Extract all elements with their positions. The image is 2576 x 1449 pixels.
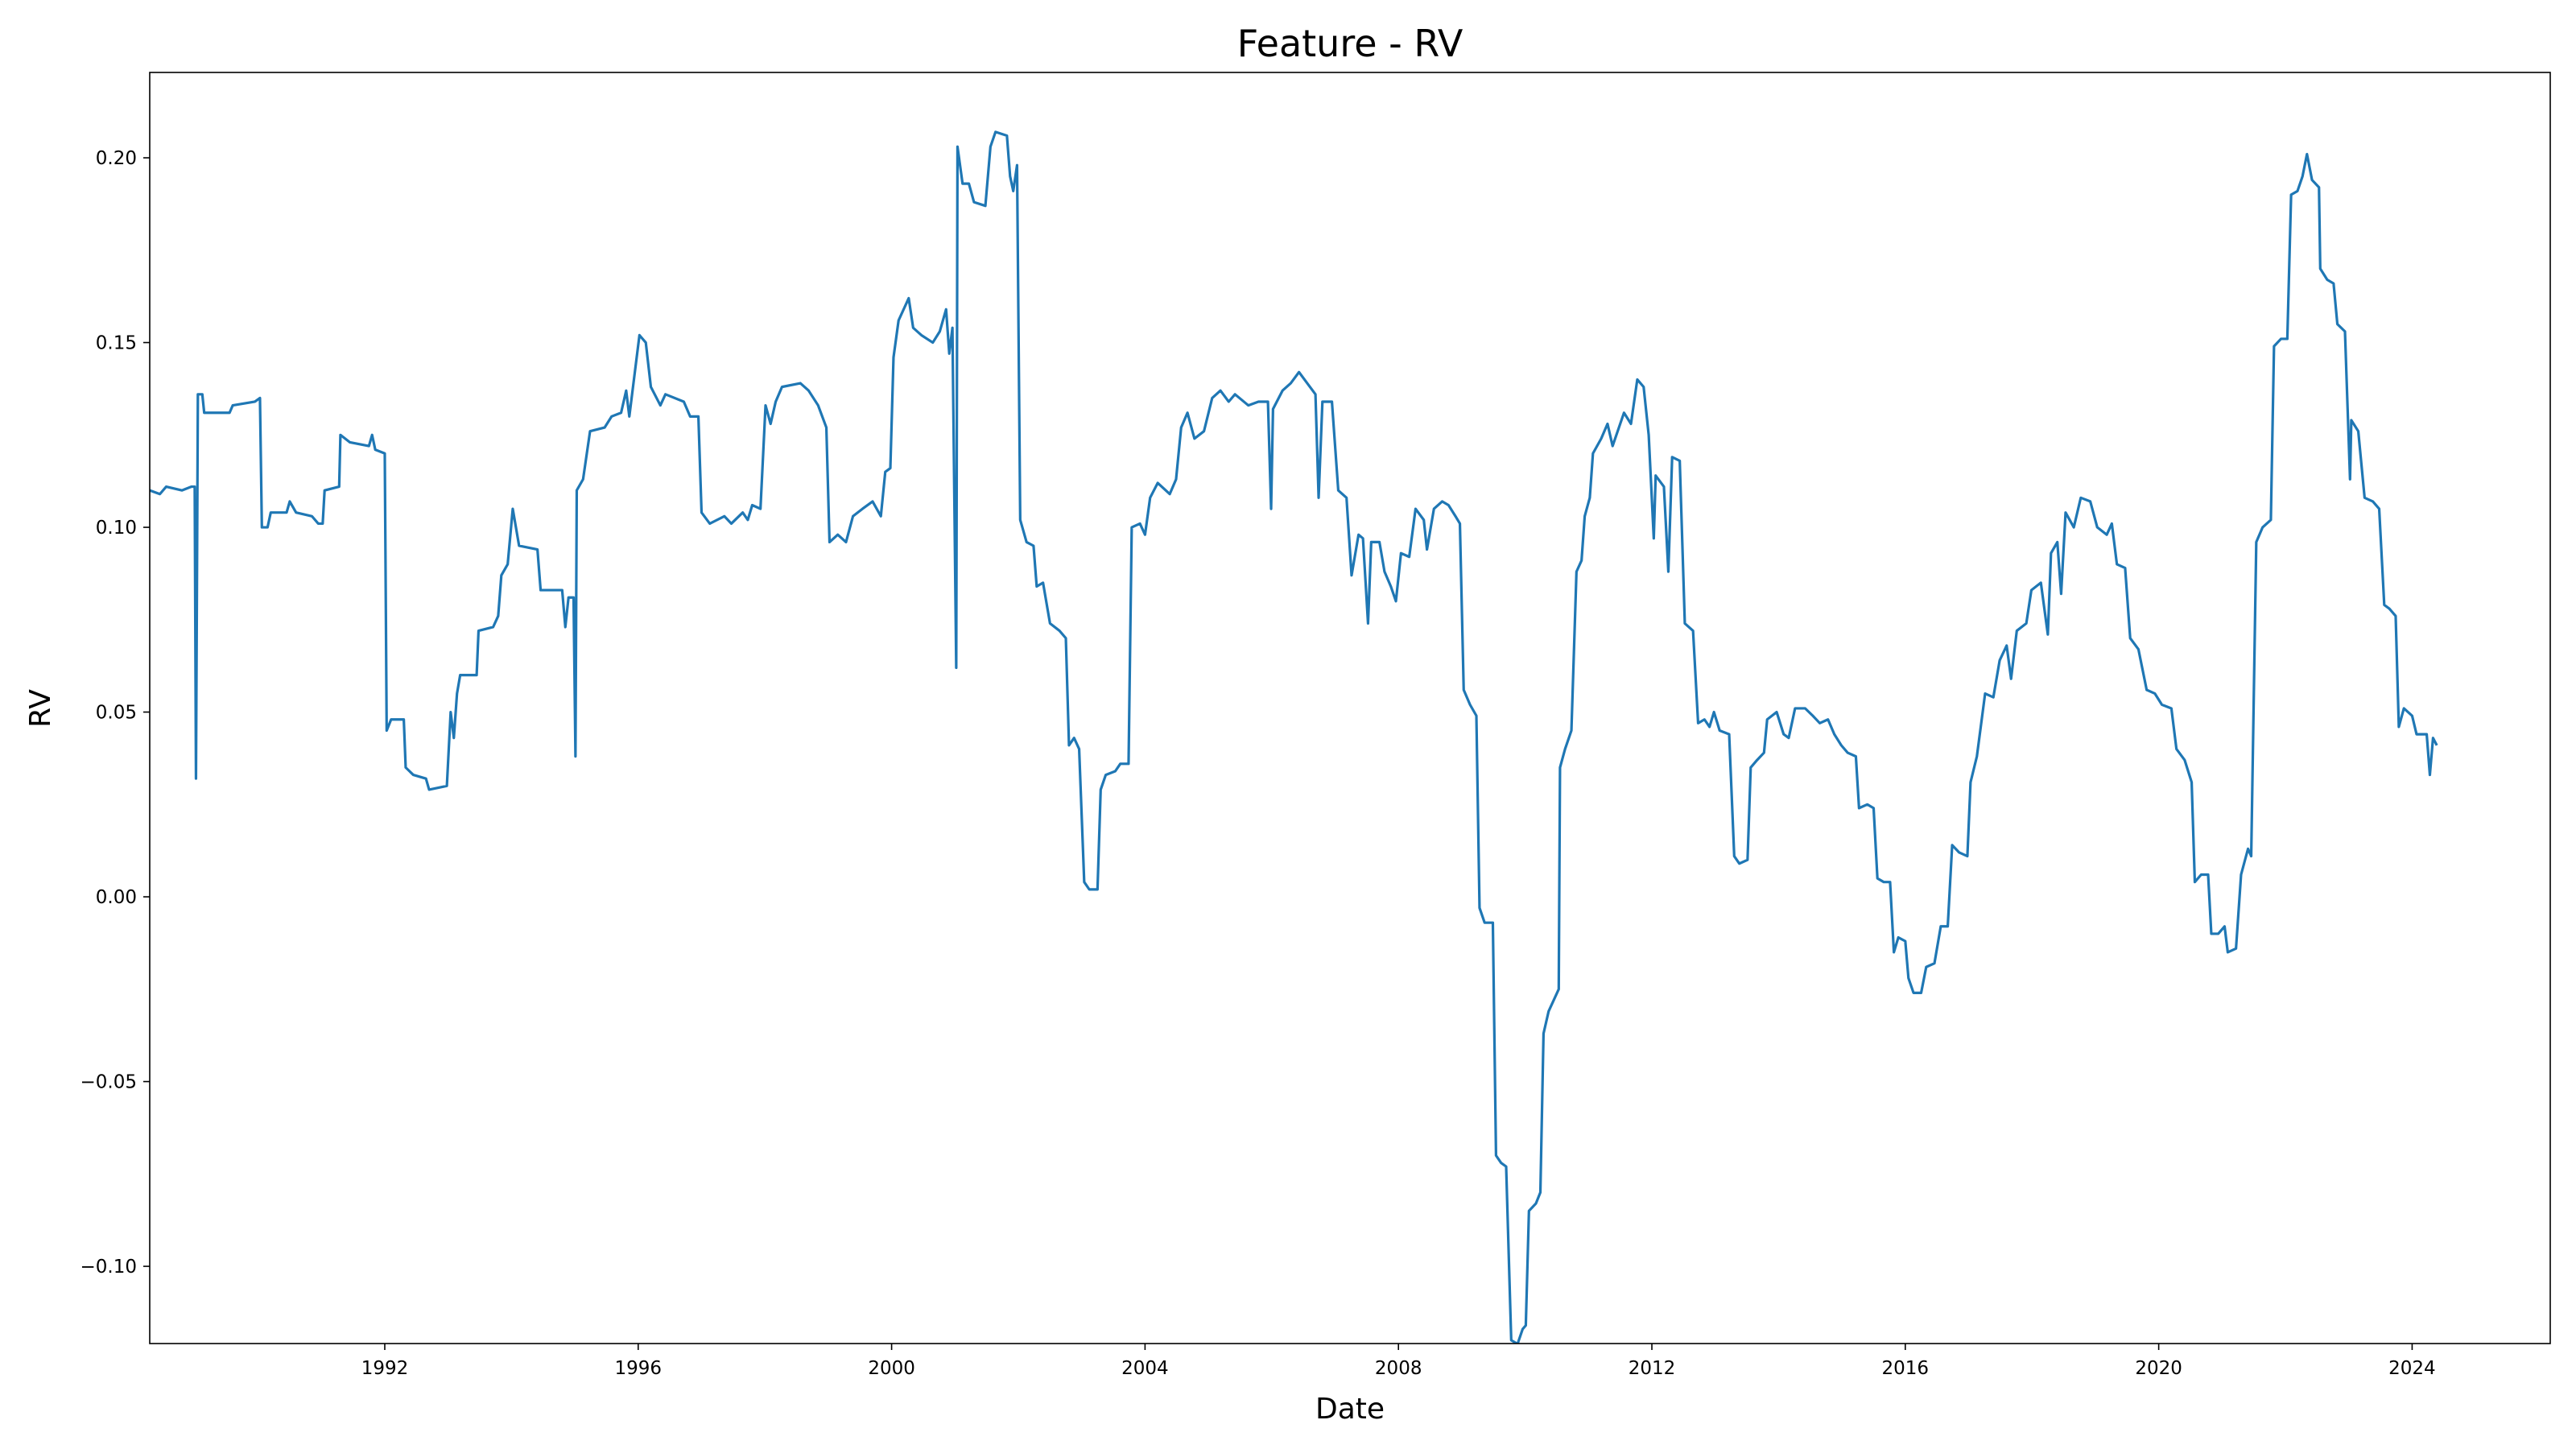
y-axis-label: RV [24, 689, 57, 728]
chart-title: Feature - RV [1237, 22, 1463, 65]
x-tick-label: 2000 [868, 1358, 915, 1379]
x-tick-label: 1992 [361, 1358, 409, 1379]
y-tick-label: 0.10 [96, 518, 137, 539]
x-axis-label: Date [1315, 1393, 1385, 1426]
y-tick-label: 0.00 [96, 887, 137, 908]
x-tick-label: 2004 [1121, 1358, 1169, 1379]
x-tick-label: 2020 [2135, 1358, 2182, 1379]
y-tick-label: 0.15 [96, 333, 137, 354]
x-tick-label: 2016 [1882, 1358, 1930, 1379]
y-tick-label: 0.20 [96, 148, 137, 169]
x-tick-label: 1996 [615, 1358, 663, 1379]
x-tick-label: 2012 [1629, 1358, 1676, 1379]
x-tick-label: 2024 [2388, 1358, 2436, 1379]
y-tick-label: −0.05 [80, 1072, 137, 1093]
x-tick-label: 2008 [1375, 1358, 1422, 1379]
plot-frame [149, 72, 2551, 1344]
y-tick-label: 0.05 [96, 703, 137, 724]
y-tick-label: −0.10 [80, 1257, 137, 1278]
data-line [150, 130, 2438, 1344]
